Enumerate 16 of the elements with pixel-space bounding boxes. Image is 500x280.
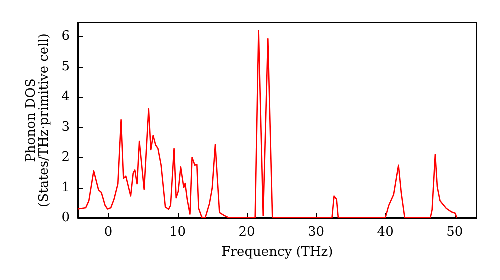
x-tick-label: 30	[308, 225, 325, 240]
y-tick-label: 0	[62, 210, 70, 226]
x-tick-label: 50	[446, 225, 464, 240]
y-axis-title: Phonon DOS (States/THz·primitive cell)	[24, 33, 52, 208]
y-tick-label: 5	[62, 59, 70, 74]
x-tick-label: 0	[104, 225, 113, 240]
y-tick-label: 4	[62, 90, 70, 105]
y-tick-label: 1	[62, 180, 70, 196]
x-tick-label: 20	[238, 225, 256, 240]
line-series	[77, 30, 458, 219]
x-axis-title: Frequency (THz)	[222, 245, 334, 260]
y-tick-label: 6	[62, 29, 70, 44]
x-tick-label: 10	[169, 225, 186, 240]
y-tick-label: 3	[62, 120, 70, 135]
x-tick-label: 40	[377, 225, 394, 240]
y-tick-label: 2	[62, 150, 70, 166]
